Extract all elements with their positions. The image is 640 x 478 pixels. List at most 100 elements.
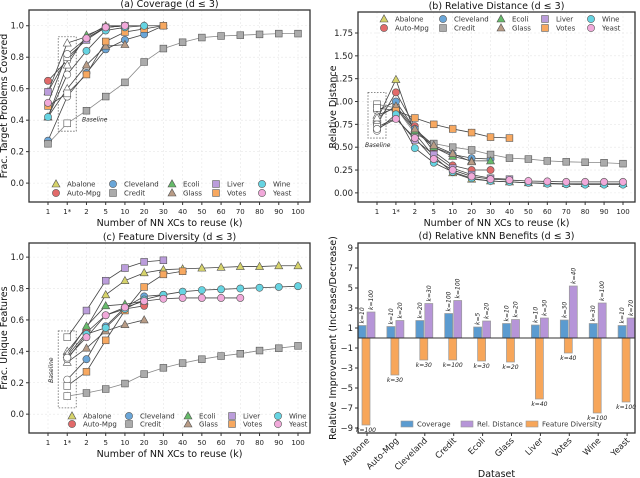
data-point-votes <box>63 382 71 390</box>
x-tick-label: 80 <box>581 208 590 216</box>
bar-coverage <box>415 320 425 339</box>
legend-label: Liver <box>227 181 244 189</box>
series-line-glass <box>376 105 472 163</box>
data-point-yeast <box>619 178 627 186</box>
bar-annotation: k=30 <box>474 363 490 370</box>
x-tick-label: 70 <box>236 208 245 216</box>
data-point-credit <box>44 140 52 148</box>
legend-label: Glass <box>512 25 531 33</box>
legend-label: Liver <box>556 16 573 24</box>
bar-annotation: k=5 <box>475 312 482 325</box>
bar-annotation: k=30 <box>541 300 548 316</box>
legend-label: Credit <box>124 190 145 198</box>
data-point-credit <box>140 370 148 378</box>
legend-marker-votes <box>541 24 549 32</box>
legend-label: Ecoli <box>512 16 528 24</box>
data-point-ecoli <box>81 321 91 330</box>
axes-frame <box>357 11 636 203</box>
x-tick-label: 100 <box>291 208 304 216</box>
data-point-credit <box>619 159 627 168</box>
data-point-glass <box>467 156 477 166</box>
x-tick-label: 50 <box>524 208 533 216</box>
data-point-credit <box>255 30 264 39</box>
data-point-votes <box>159 270 168 279</box>
x-tick-label: Liver <box>524 436 546 458</box>
x-tick-label: 90 <box>600 208 609 216</box>
data-point-votes <box>101 37 110 46</box>
data-point-glass <box>101 41 111 50</box>
data-point-yeast <box>63 353 72 362</box>
data-point-credit <box>600 159 608 167</box>
data-point-credit <box>217 32 225 40</box>
x-tick-label: 50 <box>197 439 206 447</box>
y-tick-label: 0.2 <box>10 379 24 389</box>
x-tick-label: Wine <box>581 436 603 458</box>
data-point-wine <box>410 144 419 153</box>
data-point-liver <box>121 264 129 272</box>
legend-label: Wine <box>273 181 290 189</box>
x-tick-label: 10 <box>448 208 457 216</box>
legend-label: Yeast <box>272 190 292 198</box>
x-tick-label: 10 <box>120 208 129 216</box>
data-point-abalone <box>274 260 284 270</box>
x-tick-label: 40 <box>505 208 514 216</box>
bar-annotation: k=100 <box>599 281 606 301</box>
y-tick-label: 0.6 <box>10 316 24 326</box>
chart-title: (b) Relative Distance (d ≤ 3) <box>429 1 565 12</box>
y-tick-label: −7 <box>340 404 353 414</box>
bar-annotation: k=100 <box>455 278 462 298</box>
legend-label: Rel. Distance <box>477 421 523 429</box>
x-tick-label: 5 <box>432 208 436 216</box>
data-point-abalone <box>139 268 149 277</box>
y-tick-label: 0.2 <box>10 148 24 158</box>
legend-marker-glass <box>496 23 506 32</box>
data-point-votes <box>467 128 476 137</box>
x-tick-label: 1* <box>392 208 400 216</box>
data-point-credit <box>121 78 129 87</box>
data-point-credit <box>178 359 187 367</box>
bar-annotation: k=30 <box>387 377 403 384</box>
bar-rel-distance <box>511 319 520 339</box>
data-point-votes <box>373 104 381 112</box>
data-point-credit <box>217 352 225 360</box>
bar-feature-diversity <box>361 337 371 426</box>
data-point-glass <box>81 60 91 69</box>
data-point-credit <box>63 392 71 400</box>
data-point-liver <box>82 306 91 315</box>
x-tick-label: 90 <box>274 439 283 447</box>
y-tick-label: 1 <box>348 324 353 334</box>
data-point-abalone <box>391 74 401 83</box>
data-point-yeast <box>217 294 225 302</box>
legend-marker-auto-mpg <box>68 420 76 428</box>
bar-rel-distance <box>568 285 578 339</box>
y-tick-label: 0.0 <box>10 179 24 189</box>
x-tick-label: 1* <box>63 208 71 216</box>
data-point-liver <box>101 276 110 285</box>
bar-feature-diversity <box>563 337 573 354</box>
y-axis-label: Frac. Target Problems Covered <box>0 34 10 178</box>
y-tick-label: 1.25 <box>334 75 353 85</box>
bar-annotation: k=100 <box>356 427 376 434</box>
bar-feature-diversity <box>448 337 458 361</box>
bar-annotation: k=30 <box>426 285 433 301</box>
data-point-credit <box>63 119 71 128</box>
data-point-yeast <box>524 177 533 185</box>
y-axis-label: Frac. Unique Features <box>0 286 10 389</box>
panel-b: 0.00 0.25 0.50 0.75 1.00 1.25 1.50 1.75 1 1* 2 5 10 2… <box>328 1 636 229</box>
data-point-credit <box>562 158 570 166</box>
legend-label: Credit <box>454 25 475 33</box>
data-point-yeast <box>121 303 129 312</box>
data-point-credit <box>236 350 245 358</box>
bar-coverage <box>386 326 396 339</box>
series-line-yeast <box>66 297 241 358</box>
y-tick-label: 0.4 <box>10 116 24 126</box>
bar-annotation: k=20 <box>484 303 491 319</box>
y-tick-label: 0.00 <box>334 189 353 199</box>
bar-annotation: k=10 <box>532 307 539 323</box>
legend-label: Glass <box>183 190 202 198</box>
data-point-credit <box>159 364 168 372</box>
baseline-label: Baseline <box>365 142 391 149</box>
legend-marker-yeast <box>274 420 282 428</box>
data-point-votes <box>178 267 187 275</box>
